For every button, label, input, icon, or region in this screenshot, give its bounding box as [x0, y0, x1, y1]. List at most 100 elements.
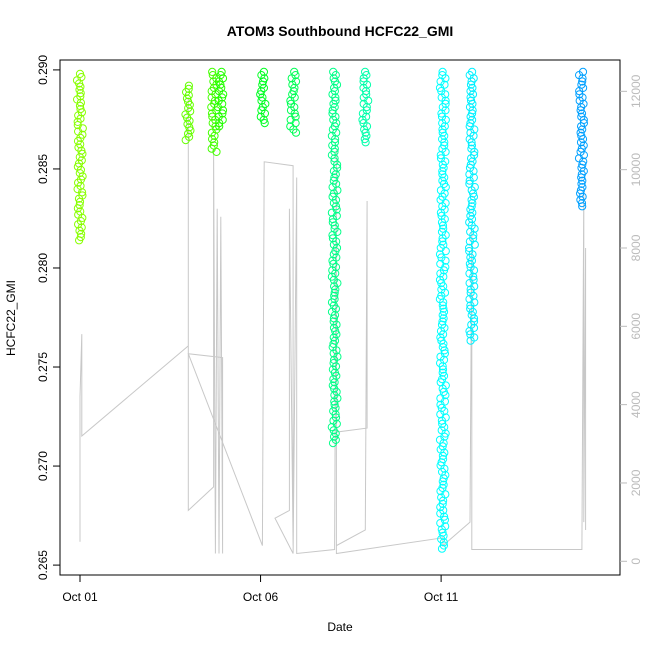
data-point — [438, 528, 447, 537]
series-column-5 — [286, 67, 301, 137]
data-point — [465, 243, 474, 252]
data-point — [75, 236, 84, 245]
data-point — [438, 237, 447, 246]
data-point — [438, 221, 448, 230]
data-point — [438, 362, 447, 371]
data-point — [438, 451, 447, 460]
data-point — [437, 218, 447, 227]
y2-axis: 0 2000 4000 6000 8000 10000 12000 — [620, 74, 643, 565]
data-point — [358, 115, 367, 125]
data-point — [208, 67, 217, 77]
data-point — [218, 106, 228, 115]
series-column-9 — [465, 67, 479, 345]
data-point — [469, 189, 478, 198]
x-axis-label: Date — [327, 620, 353, 634]
data-point — [578, 74, 587, 83]
data-point — [291, 128, 301, 137]
series-column-0 — [72, 69, 87, 245]
data-point — [438, 311, 447, 320]
data-point — [469, 231, 478, 240]
data-point — [438, 365, 448, 374]
data-point — [330, 83, 339, 93]
data-point — [74, 194, 84, 203]
y-axis-label: HCFC22_GMI — [4, 280, 18, 356]
data-point — [466, 119, 475, 128]
series-column-8 — [435, 67, 450, 553]
data-point — [290, 109, 299, 118]
y2-tick-label: 10000 — [629, 153, 643, 187]
data-point — [286, 96, 295, 105]
data-point — [465, 259, 474, 268]
y2-tick-label: 8000 — [629, 234, 643, 261]
data-point — [436, 333, 445, 342]
data-point — [439, 339, 448, 348]
data-point — [465, 327, 474, 336]
data-series — [72, 67, 589, 553]
data-point — [215, 119, 224, 128]
data-point — [465, 176, 474, 185]
data-point — [437, 109, 446, 118]
data-point — [330, 288, 339, 297]
data-point — [578, 77, 587, 86]
data-point — [438, 301, 447, 310]
data-point — [215, 122, 224, 131]
data-point — [76, 82, 85, 91]
data-point — [76, 98, 86, 107]
data-point — [331, 202, 341, 211]
data-point — [438, 477, 447, 486]
data-point — [207, 109, 217, 118]
data-point — [438, 160, 447, 169]
series-column-3 — [213, 67, 228, 131]
y-tick-label: 0.290 — [36, 55, 50, 85]
series-column-4 — [256, 67, 270, 128]
y2-tick-label: 0 — [629, 558, 643, 565]
x-tick-label: Oct 06 — [243, 590, 279, 604]
data-point — [258, 77, 268, 86]
data-point — [439, 304, 448, 313]
series-column-10 — [574, 67, 589, 211]
data-point — [578, 202, 587, 211]
data-point — [439, 474, 448, 483]
data-point — [216, 80, 225, 89]
x-axis: Oct 01 Oct 06 Oct 11 — [62, 574, 459, 604]
data-point — [259, 115, 268, 125]
data-point — [575, 87, 584, 96]
data-point — [359, 74, 368, 83]
y2-tick-label: 4000 — [629, 391, 643, 418]
data-point — [469, 272, 478, 281]
data-point — [361, 128, 370, 137]
series-column-1 — [181, 81, 195, 145]
data-point — [440, 346, 449, 355]
data-point — [578, 176, 587, 185]
data-point — [470, 147, 479, 156]
altitude-trace — [79, 99, 587, 555]
chart-title: ATOM3 Southbound HCFC22_GMI — [227, 23, 454, 39]
y-tick-label: 0.280 — [36, 253, 50, 283]
data-point — [466, 336, 475, 345]
data-point — [217, 67, 226, 77]
data-point — [467, 195, 476, 204]
series-column-6 — [327, 67, 342, 448]
data-point — [437, 544, 447, 553]
y-tick-label: 0.265 — [36, 550, 50, 580]
data-point — [467, 138, 476, 147]
x-tick-label: Oct 01 — [62, 590, 98, 604]
data-point — [436, 151, 445, 160]
data-point — [77, 146, 86, 155]
altitude-trace-line — [79, 99, 587, 555]
data-point — [362, 103, 371, 112]
data-point — [436, 208, 445, 217]
data-point — [328, 256, 337, 265]
plot-frame — [59, 59, 621, 576]
data-point — [328, 439, 338, 448]
y-axis: 0.265 0.270 0.275 0.280 0.285 0.290 — [36, 55, 60, 580]
data-point — [330, 397, 339, 406]
data-point — [577, 103, 586, 112]
data-point — [439, 298, 448, 307]
data-point — [331, 285, 340, 294]
data-point — [76, 89, 85, 98]
data-point — [260, 119, 269, 128]
data-point — [361, 138, 370, 147]
data-point — [577, 199, 587, 208]
